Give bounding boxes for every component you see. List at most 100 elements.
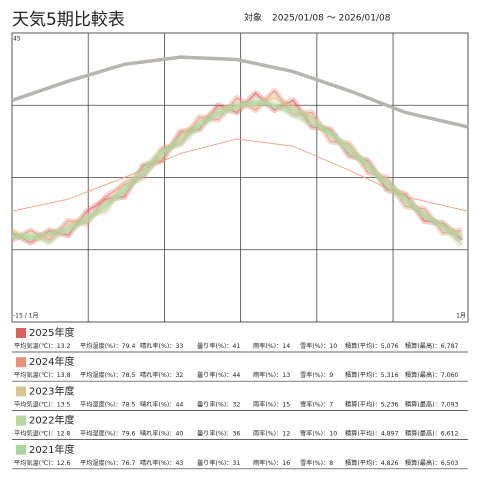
stat-label: 平均気温(℃)：: [14, 459, 57, 467]
stat-value: 79.6: [122, 431, 136, 438]
stat-label: 雨率(%)：: [253, 371, 282, 379]
stat-value: 78.5: [122, 372, 136, 379]
stat-label: 積算(平均)：: [345, 459, 381, 467]
series-line: [11, 92, 463, 244]
stat: 曇り率(%)：31: [197, 459, 240, 467]
stat: 平均湿度(%)：78.5: [80, 371, 135, 379]
stat-label: 積算(平均)：: [345, 342, 381, 350]
stat: 積算(平均)：5,316: [345, 371, 399, 379]
stat: 雪率(%)：8: [300, 459, 333, 467]
stat: 晴れ率(%)：43: [140, 459, 183, 467]
stat-label: 晴れ率(%)：: [140, 430, 175, 438]
stat-value: 32: [232, 401, 240, 408]
stat-label: 雪率(%)：: [300, 459, 329, 467]
y-tick-label: -15 / 1月: [13, 313, 38, 320]
stat: 積算(最高)：7,093: [405, 400, 459, 408]
stat: 積算(平均)：4,897: [345, 430, 399, 438]
stat: 曇り率(%)：36: [197, 430, 240, 438]
stat-value: 7,060: [441, 372, 459, 379]
stat-value: 7: [329, 401, 333, 408]
stat-value: 12.6: [57, 460, 71, 467]
stat: 積算(最高)：6,503: [405, 459, 459, 467]
stat: 曇り率(%)：41: [197, 342, 240, 350]
stat: 曇り率(%)：44: [197, 371, 240, 379]
stat: 積算(平均)：5,236: [345, 400, 399, 408]
stat: 平均湿度(%)：78.5: [80, 400, 135, 408]
legend-swatch: [16, 386, 26, 397]
stat-value: 31: [232, 460, 240, 467]
stat-label: 平均湿度(%)：: [80, 371, 122, 379]
stat-label: 曇り率(%)：: [197, 371, 232, 379]
stat-label: 雪率(%)：: [300, 430, 329, 438]
stat-value: 44: [232, 372, 240, 379]
stat: 晴れ率(%)：32: [140, 371, 183, 379]
y-tick-label: 45: [13, 36, 21, 43]
stat-label: 雪率(%)：: [300, 342, 329, 350]
stat-label: 平均湿度(%)：: [80, 400, 122, 408]
stat-label: 積算(平均)：: [345, 371, 381, 379]
stat-label: 晴れ率(%)：: [140, 371, 175, 379]
stat-label: 曇り率(%)：: [197, 342, 232, 350]
stat: 雨率(%)：16: [253, 459, 290, 467]
stat: 平均気温(℃)：13.2: [14, 342, 71, 350]
legend-label: 2024年度: [29, 355, 74, 368]
stat: 平均湿度(%)：76.7: [80, 459, 135, 467]
stat: 雨率(%)：12: [253, 430, 290, 438]
stat: 晴れ率(%)：40: [140, 430, 183, 438]
stat-label: 雨率(%)：: [253, 400, 282, 408]
stat-value: 7,093: [441, 401, 459, 408]
stat: 平均湿度(%)：79.4: [80, 342, 135, 350]
stat-label: 曇り率(%)：: [197, 430, 232, 438]
period-label: 対象: [244, 12, 262, 24]
stat: 積算(最高)：6,612: [405, 430, 459, 438]
stat: 積算(平均)：4,826: [345, 459, 399, 467]
stat: 平均気温(℃)：13.8: [14, 371, 71, 379]
stat-value: 12: [282, 431, 290, 438]
stat-value: 32: [175, 372, 183, 379]
stat-value: 5,316: [381, 372, 399, 379]
stat-label: 雨率(%)：: [253, 430, 282, 438]
stat-value: 14: [282, 343, 290, 350]
stat-value: 4,897: [381, 431, 399, 438]
stat-value: 13.2: [57, 343, 71, 350]
stat-value: 33: [175, 343, 183, 350]
stat-value: 40: [175, 431, 183, 438]
stat-label: 積算(最高)：: [405, 459, 441, 467]
stat-value: 5,236: [381, 401, 399, 408]
stat-label: 雪率(%)：: [300, 400, 329, 408]
stat-value: 10: [329, 431, 337, 438]
reference-line: [11, 55, 469, 129]
stat: 曇り率(%)：32: [197, 400, 240, 408]
stat: 雨率(%)：15: [253, 400, 290, 408]
stat-label: 平均湿度(%)：: [80, 430, 122, 438]
legend-swatch: [16, 328, 26, 338]
stat-value: 16: [282, 460, 290, 467]
series-line: [11, 102, 463, 239]
stat: 平均気温(℃)：12.6: [14, 459, 71, 467]
stat: 積算(最高)：6,787: [405, 342, 459, 350]
stat-value: 43: [175, 460, 183, 467]
stat-label: 積算(最高)：: [405, 371, 441, 379]
stat-label: 積算(最高)：: [405, 342, 441, 350]
stat-value: 4,826: [381, 460, 399, 467]
stat-label: 積算(最高)：: [405, 430, 441, 438]
legend-label: 2021年度: [29, 443, 74, 456]
stat: 積算(平均)：5,076: [345, 342, 399, 350]
stat-value: 8: [329, 460, 333, 467]
stat-value: 15: [282, 401, 290, 408]
legend-label: 2025年度: [29, 326, 74, 339]
stat: 平均気温(℃)：12.8: [14, 430, 71, 438]
stat-value: 41: [232, 343, 240, 350]
stat: 雨率(%)：13: [253, 371, 290, 379]
legend-label: 2022年度: [29, 414, 74, 427]
stat-value: 13.8: [57, 372, 71, 379]
series-line: [11, 99, 463, 246]
stat-value: 44: [175, 401, 183, 408]
stat-label: 雪率(%)：: [300, 371, 329, 379]
stat: 晴れ率(%)：44: [140, 400, 183, 408]
stat-label: 雨率(%)：: [253, 342, 282, 350]
reference-line: [11, 138, 469, 212]
x-tick-label: 1月: [456, 313, 466, 320]
